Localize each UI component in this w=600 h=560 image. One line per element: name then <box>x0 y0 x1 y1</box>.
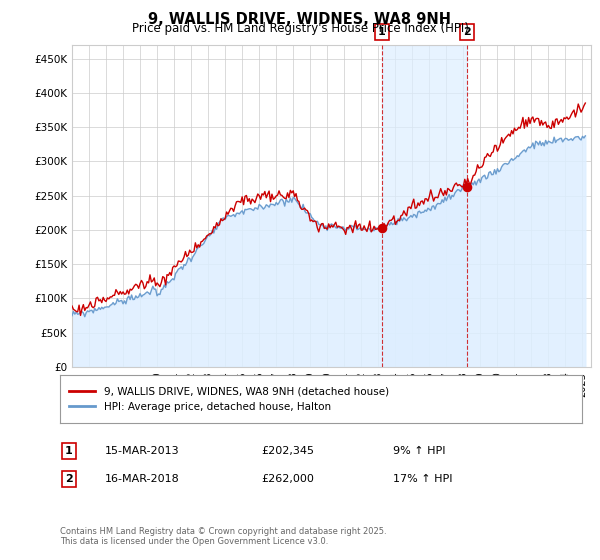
Text: 9, WALLIS DRIVE, WIDNES, WA8 9NH: 9, WALLIS DRIVE, WIDNES, WA8 9NH <box>149 12 452 27</box>
Point <box>462 183 472 192</box>
Text: 2: 2 <box>65 474 73 484</box>
Point <box>377 223 386 232</box>
Bar <box>382 45 467 367</box>
Text: £202,345: £202,345 <box>261 446 314 456</box>
Text: £262,000: £262,000 <box>261 474 314 484</box>
Text: 15-MAR-2013: 15-MAR-2013 <box>105 446 179 456</box>
Text: 16-MAR-2018: 16-MAR-2018 <box>105 474 180 484</box>
Text: 17% ↑ HPI: 17% ↑ HPI <box>393 474 452 484</box>
Text: 2: 2 <box>463 27 471 37</box>
Legend: 9, WALLIS DRIVE, WIDNES, WA8 9NH (detached house), HPI: Average price, detached : 9, WALLIS DRIVE, WIDNES, WA8 9NH (detach… <box>65 382 393 416</box>
Text: Price paid vs. HM Land Registry's House Price Index (HPI): Price paid vs. HM Land Registry's House … <box>131 22 469 35</box>
Text: 1: 1 <box>65 446 73 456</box>
Text: Contains HM Land Registry data © Crown copyright and database right 2025.
This d: Contains HM Land Registry data © Crown c… <box>60 526 386 546</box>
Text: 9% ↑ HPI: 9% ↑ HPI <box>393 446 445 456</box>
Text: 1: 1 <box>378 27 386 37</box>
